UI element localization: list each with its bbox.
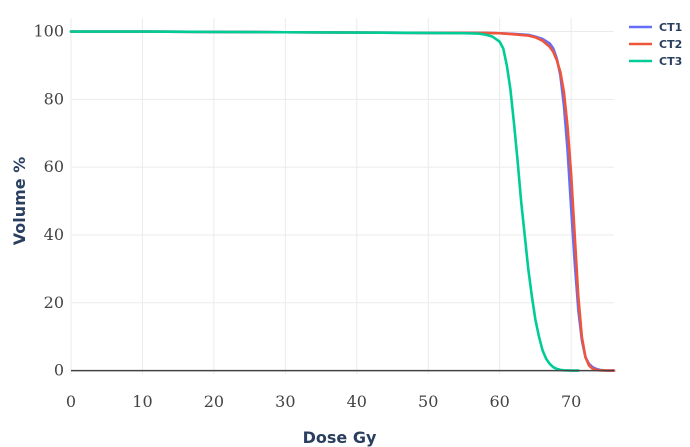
legend-label: CT2 — [659, 38, 682, 51]
legend-item-ct3[interactable]: CT3 — [629, 55, 682, 68]
x-tick-label: 0 — [66, 392, 76, 411]
x-tick-label: 60 — [490, 392, 510, 411]
y-tick-label: 100 — [33, 22, 64, 41]
y-tick-label: 80 — [44, 89, 64, 108]
legend-label: CT3 — [659, 55, 682, 68]
x-tick-label: 40 — [347, 392, 367, 411]
legend-item-ct2[interactable]: CT2 — [629, 38, 682, 51]
x-tick-label: 70 — [561, 392, 581, 411]
y-tick-label: 60 — [44, 157, 64, 176]
series-line-ct3 — [69, 30, 580, 372]
y-tick-label: 40 — [44, 225, 64, 244]
x-tick-label: 50 — [418, 392, 438, 411]
y-tick-label: 20 — [44, 293, 64, 312]
x-tick-label: 30 — [275, 392, 295, 411]
x-axis-ticks: 0 10 20 30 40 50 60 70 — [66, 392, 581, 411]
y-axis-title: Volume % — [10, 157, 29, 246]
x-tick-label: 10 — [132, 392, 152, 411]
y-axis-ticks: 0 20 40 60 80 100 — [33, 22, 64, 380]
legend-item-ct1[interactable]: CT1 — [629, 21, 682, 34]
legend-label: CT1 — [659, 21, 682, 34]
series-layer — [69, 30, 616, 372]
x-axis-title: Dose Gy — [303, 428, 377, 447]
legend[interactable]: CT1 CT2 CT3 — [629, 21, 682, 68]
y-tick-label: 0 — [54, 361, 64, 380]
x-tick-label: 20 — [204, 392, 224, 411]
